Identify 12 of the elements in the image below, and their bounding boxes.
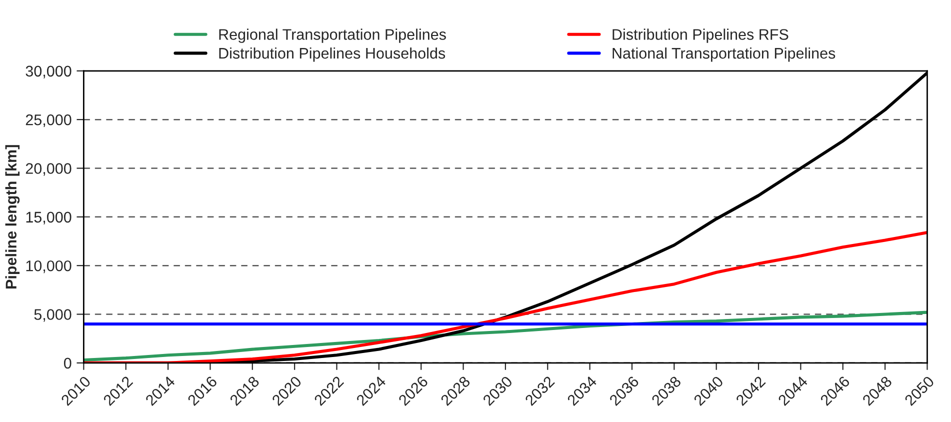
legend-label: National Transportation Pipelines: [612, 47, 836, 62]
y-tick-label: 5,000: [34, 309, 72, 322]
y-tick-label: 30,000: [26, 66, 72, 78]
y-tick-label: 10,000: [26, 260, 72, 274]
y-tick-label: 15,000: [26, 212, 72, 224]
y-axis-title: Pipeline length [km]: [5, 145, 20, 288]
legend-label: Distribution Pipelines Households: [219, 47, 446, 62]
legend-label: Regional Transportation Pipelines: [219, 28, 446, 43]
legend-label: Distribution Pipelines RFS: [612, 28, 788, 43]
y-tick-label: 25,000: [26, 114, 72, 128]
y-tick-label: 0: [64, 358, 72, 369]
y-tick-label: 20,000: [26, 163, 72, 176]
